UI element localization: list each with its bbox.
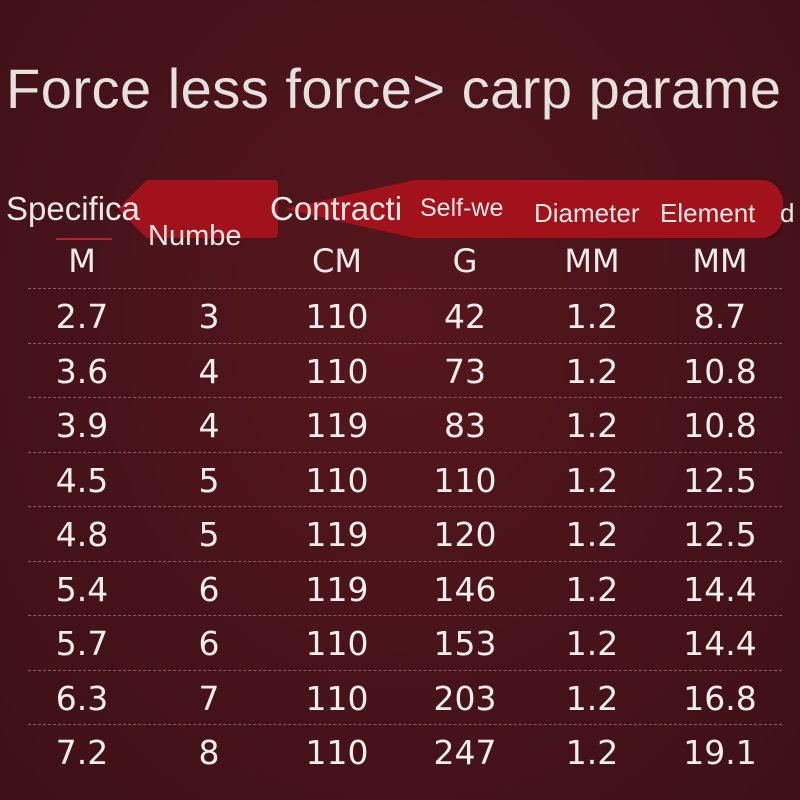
header-element-tail: d xyxy=(780,198,795,228)
cell-number: 4 xyxy=(198,406,220,445)
cell-specification: 3.6 xyxy=(55,351,109,391)
cell-self-weight: 153 xyxy=(433,624,497,663)
cell-number: 6 xyxy=(198,569,220,609)
header-underline xyxy=(56,238,112,240)
cell-diameter: 1.2 xyxy=(565,733,619,772)
header-contraction: Contracti xyxy=(270,190,403,227)
cell-number: 7 xyxy=(198,678,220,718)
cell-diameter: 1.2 xyxy=(565,297,619,336)
unit-specification: M xyxy=(68,242,96,280)
cell-diameter: 1.2 xyxy=(565,569,619,609)
table-row: 4.5 5 110 110 1.2 12.5 xyxy=(28,451,782,507)
cell-contraction: 119 xyxy=(305,569,369,609)
cell-element: 8.7 xyxy=(693,297,747,336)
header-element: Element xyxy=(660,198,756,228)
table-row: 2.7 3 110 42 1.2 8.7 xyxy=(28,288,782,343)
cell-specification: 4.8 xyxy=(55,515,109,554)
header-specification: Specifica xyxy=(6,190,140,227)
cell-element: 12.5 xyxy=(683,515,757,554)
table-row: 5.7 6 110 153 1.2 14.4 xyxy=(28,615,782,670)
table-row: 6.3 7 110 203 1.2 16.8 xyxy=(28,669,782,725)
table-row: 5.4 6 119 146 1.2 14.4 xyxy=(28,560,782,616)
cell-element: 12.5 xyxy=(683,460,757,500)
table-row: 7.2 8 110 247 1.2 19.1 xyxy=(28,724,782,779)
cell-diameter: 1.2 xyxy=(565,460,619,500)
cell-self-weight: 120 xyxy=(433,515,497,554)
cell-element: 16.8 xyxy=(683,678,757,718)
cell-self-weight: 83 xyxy=(444,406,486,445)
cell-number: 3 xyxy=(198,297,220,336)
cell-element: 10.8 xyxy=(683,406,757,445)
header-diameter: Diameter xyxy=(534,198,640,228)
unit-self-weight: G xyxy=(452,242,478,280)
cell-contraction: 110 xyxy=(305,297,369,336)
cell-number: 5 xyxy=(198,515,220,554)
cell-contraction: 119 xyxy=(305,406,369,445)
cell-self-weight: 247 xyxy=(433,733,497,772)
parameter-table: 2.7 3 110 42 1.2 8.7 3.6 4 110 73 1.2 10… xyxy=(28,288,782,779)
table-row: 3.9 4 119 83 1.2 10.8 xyxy=(28,397,782,452)
cell-contraction: 110 xyxy=(305,624,369,663)
cell-specification: 5.7 xyxy=(55,624,109,663)
cell-specification: 4.5 xyxy=(55,460,109,500)
cell-number: 5 xyxy=(198,460,220,500)
cell-element: 10.8 xyxy=(683,351,757,391)
cell-element: 14.4 xyxy=(683,624,757,663)
cell-contraction: 119 xyxy=(305,515,369,554)
cell-contraction: 110 xyxy=(305,460,369,500)
cell-contraction: 110 xyxy=(305,678,369,718)
cell-contraction: 110 xyxy=(305,351,369,391)
cell-self-weight: 73 xyxy=(444,351,486,391)
cell-diameter: 1.2 xyxy=(565,351,619,391)
cell-number: 4 xyxy=(198,351,220,391)
cell-number: 8 xyxy=(198,733,220,772)
page-title: Force less force> carp parame xyxy=(6,57,782,120)
cell-specification: 7.2 xyxy=(55,733,109,772)
cell-diameter: 1.2 xyxy=(565,515,619,554)
cell-self-weight: 203 xyxy=(433,678,497,718)
header-self-weight: Self-we xyxy=(420,194,504,222)
cell-element: 14.4 xyxy=(683,569,757,609)
cell-specification: 3.9 xyxy=(55,406,109,445)
unit-contraction: CM xyxy=(312,242,362,280)
cell-specification: 5.4 xyxy=(55,569,109,609)
unit-element: MM xyxy=(692,242,748,280)
cell-self-weight: 110 xyxy=(433,460,497,500)
cell-number: 6 xyxy=(198,624,220,663)
table-row: 3.6 4 110 73 1.2 10.8 xyxy=(28,342,782,398)
cell-specification: 2.7 xyxy=(55,297,109,336)
cell-element: 19.1 xyxy=(683,733,757,772)
cell-self-weight: 146 xyxy=(433,569,497,609)
cell-diameter: 1.2 xyxy=(565,678,619,718)
cell-self-weight: 42 xyxy=(444,297,486,336)
header-number: Numbe xyxy=(148,220,242,252)
unit-diameter: MM xyxy=(564,242,620,280)
cell-diameter: 1.2 xyxy=(565,406,619,445)
cell-contraction: 110 xyxy=(305,733,369,772)
cell-specification: 6.3 xyxy=(55,678,109,718)
cell-diameter: 1.2 xyxy=(565,624,619,663)
table-row: 4.8 5 119 120 1.2 12.5 xyxy=(28,506,782,561)
header-banner-left xyxy=(118,180,278,238)
